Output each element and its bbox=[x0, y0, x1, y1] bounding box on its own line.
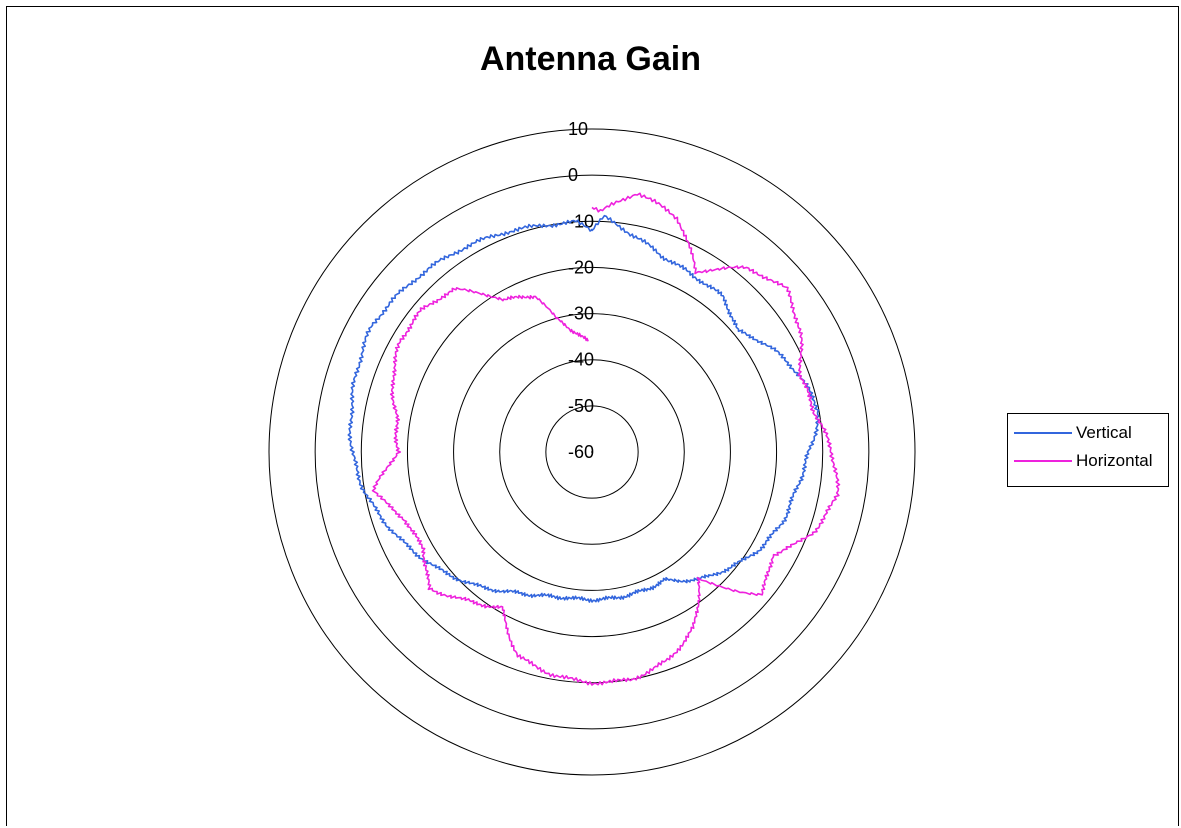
legend: Vertical Horizontal bbox=[1007, 413, 1169, 487]
grid-ring bbox=[406, 266, 778, 638]
grid-rings bbox=[268, 128, 916, 776]
radial-tick-label: 0 bbox=[568, 165, 578, 185]
radial-tick-label: -50 bbox=[568, 396, 594, 416]
legend-swatch-vertical bbox=[1014, 432, 1072, 434]
legend-label-vertical: Vertical bbox=[1076, 423, 1132, 442]
radial-tick-label: -30 bbox=[568, 304, 594, 324]
grid-ring bbox=[499, 359, 685, 545]
center-dot bbox=[591, 451, 593, 453]
radial-tick-label: -20 bbox=[568, 257, 594, 277]
radial-tick-label: -10 bbox=[568, 211, 594, 231]
tick-labels: -60 -50 -40 -30 -20 -10 0 10 bbox=[568, 119, 594, 462]
chart-area bbox=[6, 6, 1179, 826]
chart-title: Antenna Gain bbox=[479, 40, 702, 78]
series-line-horizontal bbox=[371, 192, 841, 686]
series-lines bbox=[347, 192, 841, 686]
legend-label-horizontal: Horizontal bbox=[1076, 451, 1153, 470]
grid-ring bbox=[314, 174, 870, 730]
grid-ring bbox=[545, 405, 639, 499]
grid-ring bbox=[360, 220, 824, 684]
series-line-vertical bbox=[347, 214, 820, 603]
legend-entry-vertical: Vertical bbox=[1014, 422, 1166, 444]
radial-tick-label: -40 bbox=[568, 350, 594, 370]
grid-ring bbox=[268, 128, 916, 776]
grid-ring bbox=[453, 313, 731, 591]
legend-swatch-horizontal bbox=[1014, 460, 1072, 462]
legend-entry-horizontal: Horizontal bbox=[1014, 450, 1166, 472]
radial-tick-label: -60 bbox=[568, 442, 594, 462]
radial-tick-label: 10 bbox=[568, 119, 588, 139]
